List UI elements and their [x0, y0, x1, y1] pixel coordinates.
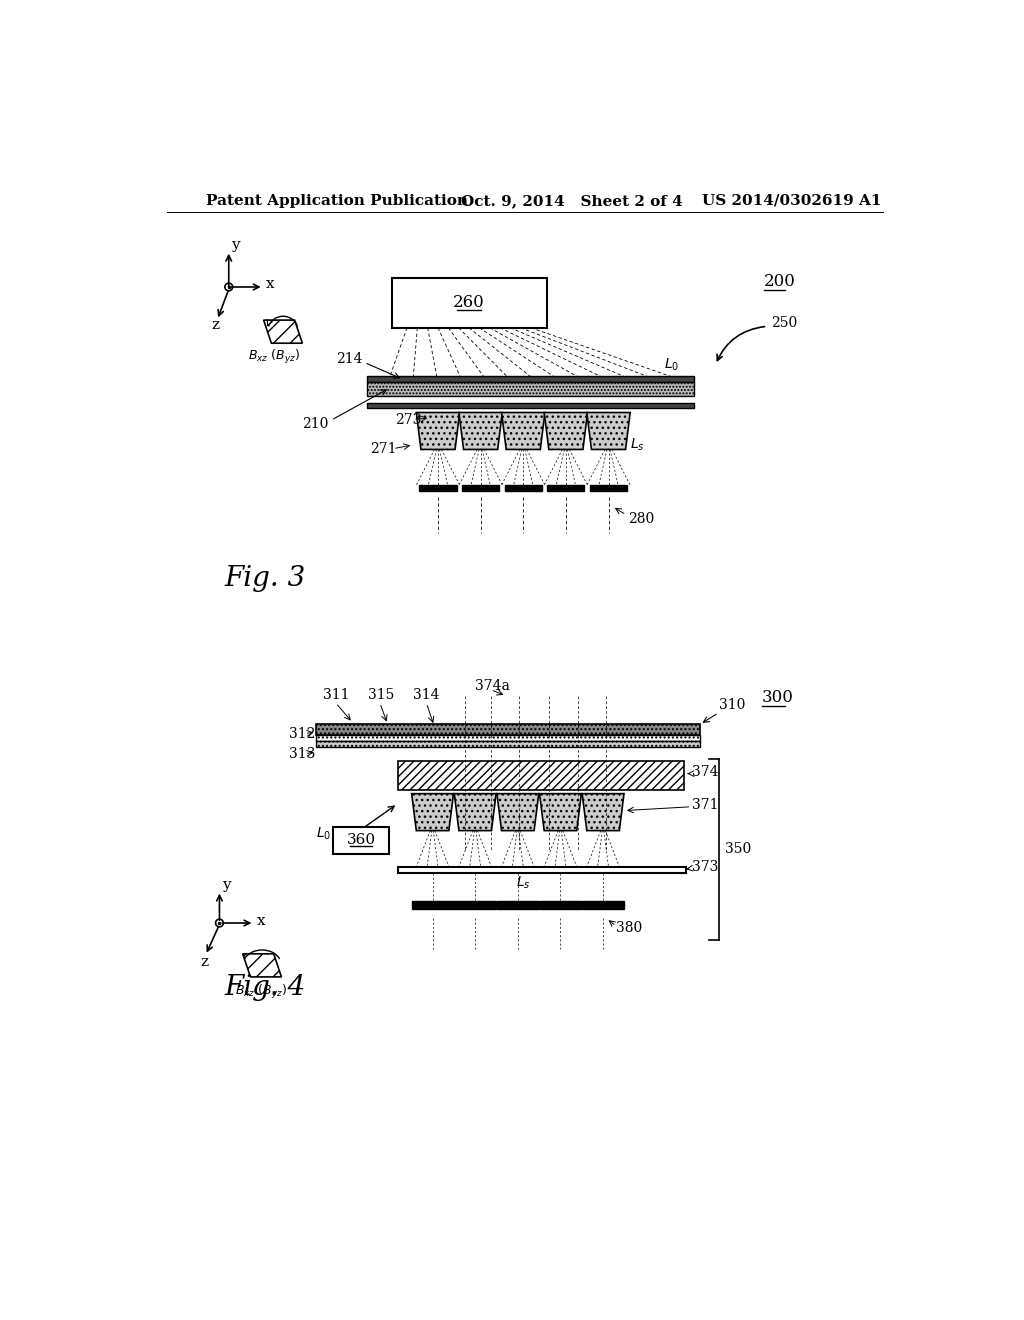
Bar [412, 902, 454, 909]
Text: 313: 313 [289, 747, 315, 760]
Polygon shape [497, 793, 539, 830]
Polygon shape [243, 954, 282, 977]
Text: 312: 312 [289, 726, 315, 741]
Text: 260: 260 [454, 294, 485, 312]
Polygon shape [455, 793, 496, 830]
Text: 271: 271 [370, 442, 396, 457]
Bar [583, 902, 624, 909]
Text: 371: 371 [692, 799, 719, 812]
Text: 380: 380 [616, 921, 642, 936]
Text: y: y [222, 878, 230, 891]
Bar [316, 742, 700, 747]
Polygon shape [540, 793, 582, 830]
Text: $L_s$: $L_s$ [630, 437, 645, 453]
Polygon shape [397, 762, 684, 789]
Text: z: z [200, 954, 208, 969]
Text: Oct. 9, 2014   Sheet 2 of 4: Oct. 9, 2014 Sheet 2 of 4 [461, 194, 683, 207]
Bar [391, 277, 547, 327]
Bar [497, 902, 539, 909]
Bar [316, 725, 700, 735]
Text: z: z [212, 318, 220, 333]
Text: Fig. 3: Fig. 3 [225, 565, 306, 591]
Bar [462, 484, 500, 491]
Text: Patent Application Publication: Patent Application Publication [206, 194, 468, 207]
Bar [397, 867, 686, 873]
Text: 280: 280 [628, 512, 654, 525]
Bar [367, 404, 693, 408]
Text: 214: 214 [336, 351, 362, 366]
Bar [505, 484, 542, 491]
Text: 273: 273 [395, 413, 422, 428]
Polygon shape [412, 793, 454, 830]
Text: 210: 210 [302, 417, 329, 432]
Text: 315: 315 [369, 688, 394, 702]
Bar [367, 383, 693, 396]
Text: 200: 200 [764, 273, 796, 290]
Text: Fig. 4: Fig. 4 [225, 974, 306, 1001]
Polygon shape [263, 321, 302, 343]
Polygon shape [587, 412, 630, 449]
Text: 311: 311 [324, 688, 350, 702]
Text: US 2014/0302619 A1: US 2014/0302619 A1 [701, 194, 881, 207]
Text: x: x [266, 277, 274, 290]
Text: $L_0$: $L_0$ [665, 356, 680, 374]
Polygon shape [583, 793, 624, 830]
Bar [547, 484, 585, 491]
Bar [590, 484, 627, 491]
Polygon shape [544, 412, 588, 449]
Text: 360: 360 [347, 833, 376, 847]
Text: x: x [257, 913, 265, 928]
Bar [420, 484, 457, 491]
Text: 300: 300 [762, 689, 794, 706]
Polygon shape [502, 412, 545, 449]
Text: 350: 350 [725, 842, 751, 857]
Text: $B_{xz}$ $(B_{yz})$: $B_{xz}$ $(B_{yz})$ [234, 983, 287, 1002]
Bar [316, 735, 700, 742]
Bar [455, 902, 496, 909]
Text: 373: 373 [692, 859, 719, 874]
Text: 250: 250 [771, 317, 798, 330]
Polygon shape [417, 412, 460, 449]
Text: $L_s$: $L_s$ [515, 875, 530, 891]
Bar [334, 826, 389, 854]
Polygon shape [459, 412, 503, 449]
Text: 374: 374 [692, 766, 719, 779]
Bar [540, 902, 582, 909]
Circle shape [216, 919, 223, 927]
Text: 374a: 374a [475, 678, 510, 693]
Text: y: y [231, 239, 240, 252]
Text: $B_{xz}$ $(B_{yz})$: $B_{xz}$ $(B_{yz})$ [248, 348, 300, 366]
Bar [367, 376, 693, 383]
Circle shape [225, 284, 232, 290]
Text: $L_0$: $L_0$ [316, 825, 332, 842]
Text: 310: 310 [719, 698, 744, 711]
Text: 314: 314 [414, 688, 439, 702]
